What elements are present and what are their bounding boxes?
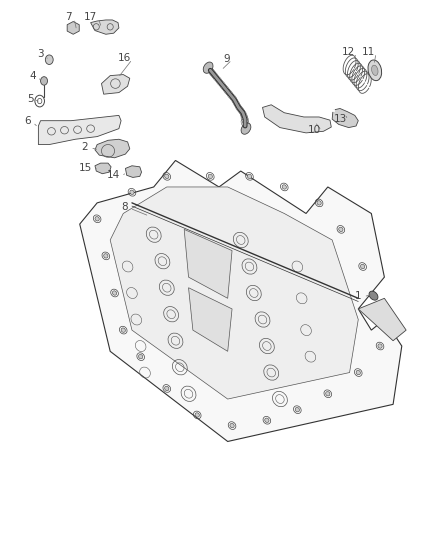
Text: 13: 13 [333,114,346,124]
Text: 16: 16 [118,53,131,63]
Ellipse shape [378,344,382,348]
Text: 1: 1 [355,290,362,301]
Ellipse shape [130,190,134,195]
Polygon shape [262,105,331,133]
Ellipse shape [241,123,251,134]
Text: 5: 5 [28,94,34,104]
Text: 7: 7 [66,12,72,22]
Ellipse shape [121,328,125,332]
Text: 8: 8 [121,202,128,212]
Ellipse shape [282,185,286,189]
Ellipse shape [46,55,53,64]
Text: 15: 15 [78,163,92,173]
Ellipse shape [368,60,381,80]
Polygon shape [188,288,232,351]
Ellipse shape [295,407,300,412]
Ellipse shape [104,254,108,258]
Polygon shape [95,163,111,174]
Text: 14: 14 [107,171,120,180]
Text: 6: 6 [24,116,31,126]
Text: 10: 10 [307,125,321,135]
Ellipse shape [339,227,343,231]
Polygon shape [91,20,119,34]
Ellipse shape [208,174,212,179]
Text: 3: 3 [37,50,44,59]
Polygon shape [184,229,232,298]
Polygon shape [102,75,130,94]
Polygon shape [358,298,406,341]
Ellipse shape [95,216,99,221]
Ellipse shape [203,62,213,73]
Ellipse shape [138,354,143,359]
Ellipse shape [265,418,269,423]
Text: 4: 4 [29,70,36,80]
Polygon shape [110,187,358,399]
Ellipse shape [378,306,382,311]
Polygon shape [67,21,79,34]
Ellipse shape [326,392,330,396]
Polygon shape [332,109,358,127]
Ellipse shape [113,291,117,295]
Ellipse shape [360,264,365,269]
Ellipse shape [230,423,234,428]
Text: 17: 17 [84,12,97,22]
Ellipse shape [195,413,199,417]
Ellipse shape [41,77,47,85]
Ellipse shape [317,201,321,205]
Text: 9: 9 [223,54,230,63]
Polygon shape [39,115,121,144]
Ellipse shape [369,291,378,300]
Text: 11: 11 [362,47,375,56]
Polygon shape [80,160,402,441]
Text: 2: 2 [81,142,88,152]
Polygon shape [95,139,130,158]
Ellipse shape [165,386,169,391]
Polygon shape [125,166,141,177]
Text: 12: 12 [342,47,355,56]
Ellipse shape [247,174,251,179]
Ellipse shape [165,174,169,179]
Ellipse shape [356,370,360,375]
Ellipse shape [371,65,378,76]
